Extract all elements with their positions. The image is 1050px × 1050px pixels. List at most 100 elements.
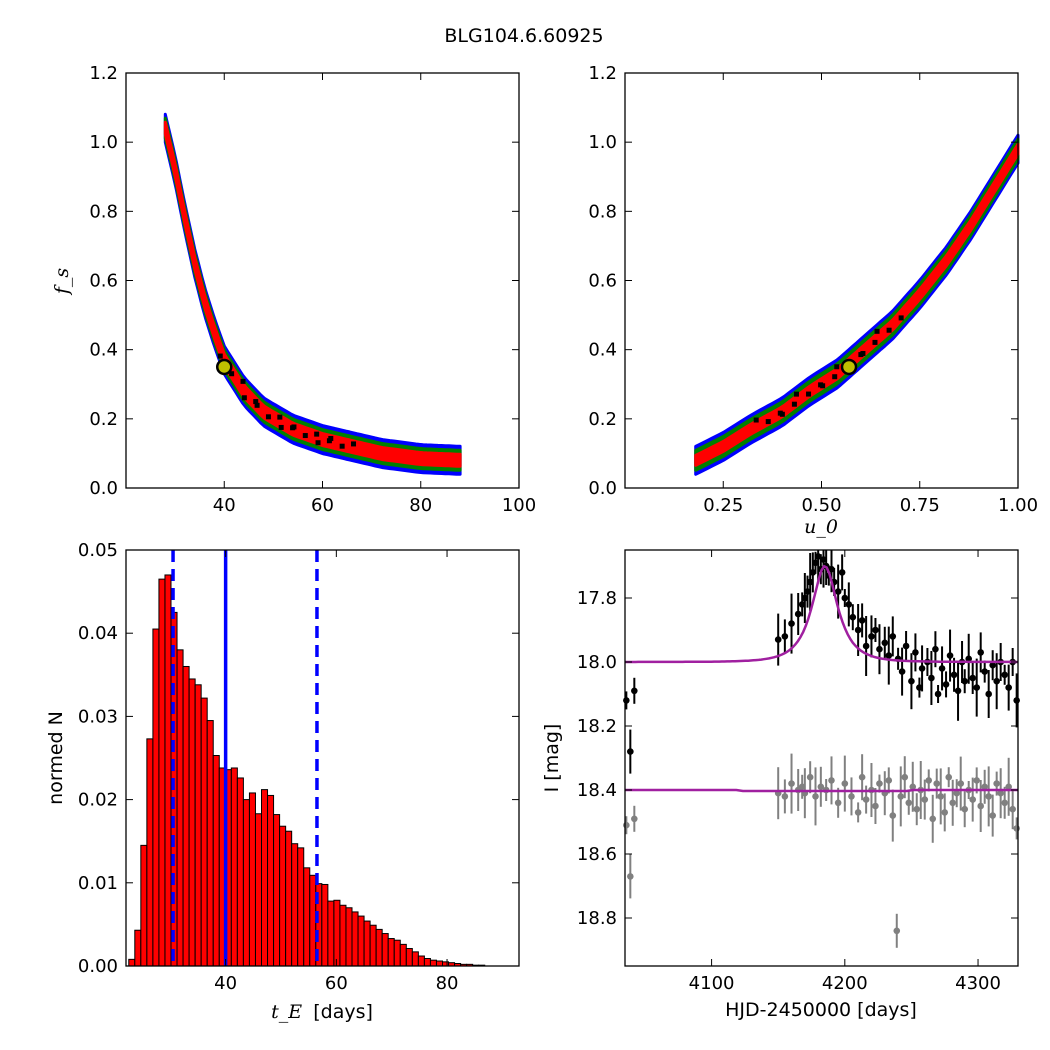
sample-pixel: [874, 328, 880, 334]
histogram-bar: [273, 814, 281, 967]
ytick-label: 0.00: [78, 956, 118, 977]
xtick-label: 40: [213, 495, 236, 516]
ytick-label: 18.2: [577, 716, 617, 737]
residual-point: [1001, 799, 1008, 807]
histogram-bar: [212, 755, 220, 967]
data-point: [804, 588, 811, 595]
contour-level-1: [163, 112, 462, 476]
sample-pixel: [277, 414, 283, 420]
residual-point: [834, 799, 842, 807]
data-point: [993, 677, 1000, 685]
ytick-label: 1.0: [89, 132, 118, 153]
histogram-bar: [363, 920, 371, 967]
data-point: [623, 697, 630, 704]
data-point: [985, 690, 992, 698]
xtick-label: 0.75: [900, 495, 940, 516]
data-point: [868, 633, 875, 640]
histogram-bar: [267, 794, 275, 967]
residual-point: [848, 793, 855, 800]
ytick-label: 0.4: [588, 340, 617, 361]
histogram-bar: [309, 874, 317, 967]
data-point: [809, 569, 817, 576]
panel-light-curve: 4100 4200 4300 17.8 18.0 18.2 18.4 18.6 18.8 HJD…: [541, 549, 1020, 1021]
panel-light-curve-ylabel: I [mag]: [541, 724, 563, 793]
residual-point: [989, 812, 996, 819]
data-point: [889, 633, 897, 640]
best-fit-marker: [840, 358, 858, 376]
sample-pixel: [791, 401, 797, 407]
data-point: [820, 556, 827, 563]
histogram-bar: [351, 911, 359, 967]
ytick-label: 17.8: [577, 588, 617, 609]
panel-tE-histogram-xlabel: t_E [days]: [271, 1001, 373, 1023]
residual-point: [925, 777, 933, 784]
data-point: [627, 748, 634, 755]
histogram-bar: [164, 574, 172, 967]
residual-point: [945, 773, 953, 781]
residual-point: [841, 780, 849, 787]
residual-point: [933, 780, 941, 787]
data-point: [845, 601, 853, 608]
data-point: [912, 649, 919, 656]
sample-pixel: [806, 391, 812, 397]
xtick-label: 4100: [689, 973, 735, 994]
residual-point: [997, 789, 1004, 797]
histogram-bar: [375, 928, 383, 967]
data-point: [908, 677, 915, 685]
histogram-bar: [435, 960, 444, 967]
ytick-label: 0.0: [89, 478, 118, 499]
sample-pixel: [832, 374, 838, 380]
data-point: [806, 578, 814, 586]
ytick-label: 0.2: [588, 409, 617, 430]
histogram-bar: [182, 665, 190, 967]
sample-pixel: [765, 419, 771, 425]
data-point: [989, 661, 996, 669]
data-point: [932, 645, 939, 653]
contour-level-3: [163, 120, 462, 468]
residual-point: [889, 812, 897, 819]
data-point: [954, 687, 962, 695]
data-point: [801, 594, 809, 602]
data-point: [862, 642, 870, 650]
data-point: [849, 613, 857, 621]
sample-pixel: [217, 353, 223, 359]
residual-point: [817, 783, 825, 791]
data-point: [812, 559, 819, 567]
sample-pixel: [229, 371, 235, 377]
data-point: [885, 652, 893, 659]
histogram-bar: [321, 883, 329, 967]
sample-pixel: [860, 350, 866, 356]
residual-point: [977, 802, 984, 810]
panel-tE-histogram: 40 60 80 0.00 0.01 0.02 0.03 0.04 0.05 t_E [days…: [45, 540, 520, 1023]
data-point: [977, 649, 984, 656]
histogram-bar: [242, 799, 250, 967]
residual-point: [953, 789, 961, 797]
histogram-bar: [297, 847, 305, 967]
xtick-label: 60: [311, 495, 334, 516]
residual-point: [961, 805, 969, 813]
histogram-bar: [230, 767, 238, 967]
residual-point: [631, 815, 638, 823]
data-point: [774, 636, 782, 643]
data-point: [876, 645, 883, 653]
sample-pixel: [898, 315, 904, 321]
ytick-label: 0.05: [78, 540, 118, 561]
ytick-label: 0.8: [89, 201, 118, 222]
residual-point: [901, 773, 909, 781]
xtick-label: 4300: [955, 973, 1001, 994]
histogram-bar: [194, 684, 202, 967]
histogram-bar: [128, 958, 136, 967]
data-point: [794, 610, 802, 618]
panel-fs-vs-u0-xlabel: u_0: [804, 516, 838, 538]
histogram-bar: [206, 720, 214, 967]
ytick-label: 18.4: [577, 780, 617, 801]
residual-point: [854, 809, 862, 816]
data-point: [973, 684, 981, 691]
figure-title: BLG104.6.60925: [444, 25, 603, 47]
data-point: [961, 677, 969, 685]
data-point: [814, 553, 822, 560]
data-point: [981, 668, 988, 675]
residual-point: [985, 793, 992, 800]
ytick-label: 18.6: [577, 844, 617, 865]
